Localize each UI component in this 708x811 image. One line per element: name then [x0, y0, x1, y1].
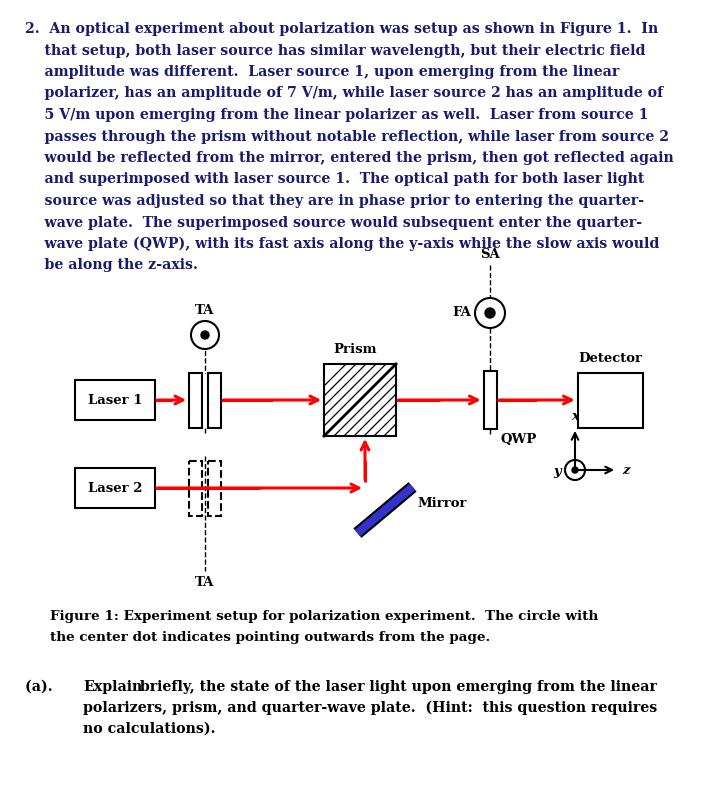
Text: polarizers, prism, and quarter-wave plate.  (Hint:  this question requires: polarizers, prism, and quarter-wave plat… — [83, 701, 657, 715]
Circle shape — [201, 331, 209, 339]
Bar — [324, 364, 396, 436]
Text: (a).: (a). — [25, 680, 67, 694]
Text: Prism: Prism — [333, 343, 377, 356]
Text: SA: SA — [480, 248, 500, 261]
Text: Mirror: Mirror — [418, 497, 467, 510]
Circle shape — [475, 298, 505, 328]
Bar — [75, 380, 155, 420]
Text: no calculations).: no calculations). — [83, 722, 215, 736]
Text: the center dot indicates pointing outwards from the page.: the center dot indicates pointing outwar… — [50, 631, 490, 644]
Bar — [208, 372, 221, 427]
Text: 2.  An optical experiment about polarization was setup as shown in Figure 1.  In: 2. An optical experiment about polarizat… — [25, 22, 658, 36]
Text: Figure 1: Experiment setup for polarization experiment.  The circle with: Figure 1: Experiment setup for polarizat… — [50, 610, 598, 623]
Bar — [324, 364, 396, 436]
Text: Laser 1: Laser 1 — [88, 393, 142, 406]
Text: wave plate.  The superimposed source would subsequent enter the quarter-: wave plate. The superimposed source woul… — [25, 216, 642, 230]
Circle shape — [485, 308, 495, 318]
Text: and superimposed with laser source 1.  The optical path for both laser light: and superimposed with laser source 1. Th… — [25, 173, 644, 187]
Bar — [208, 461, 221, 516]
Text: QWP: QWP — [501, 433, 537, 446]
Circle shape — [565, 460, 585, 480]
Text: FA: FA — [452, 307, 471, 320]
Bar — [484, 371, 496, 429]
Text: that setup, both laser source has similar wavelength, but their electric field: that setup, both laser source has simila… — [25, 44, 646, 58]
Text: polarizer, has an amplitude of 7 V/m, while laser source 2 has an amplitude of: polarizer, has an amplitude of 7 V/m, wh… — [25, 87, 663, 101]
Text: x: x — [571, 410, 579, 423]
Text: briefly, the state of the laser light upon emerging from the linear: briefly, the state of the laser light up… — [135, 680, 657, 694]
Text: 5 V/m upon emerging from the linear polarizer as well.  Laser from source 1: 5 V/m upon emerging from the linear pola… — [25, 108, 649, 122]
Bar — [578, 372, 642, 427]
Text: Detector: Detector — [578, 351, 642, 364]
Text: Explain: Explain — [83, 680, 142, 694]
Bar — [75, 468, 155, 508]
Text: TA: TA — [195, 304, 215, 317]
Text: y: y — [553, 465, 561, 478]
Bar — [189, 372, 202, 427]
Bar — [189, 461, 202, 516]
Text: TA: TA — [195, 576, 215, 589]
Text: be along the z-axis.: be along the z-axis. — [25, 259, 198, 272]
Text: z: z — [622, 464, 629, 477]
Text: wave plate (QWP), with its fast axis along the y-axis while the slow axis would: wave plate (QWP), with its fast axis alo… — [25, 237, 659, 251]
Text: passes through the prism without notable reflection, while laser from source 2: passes through the prism without notable… — [25, 130, 669, 144]
Circle shape — [572, 467, 578, 473]
Text: would be reflected from the mirror, entered the prism, then got reflected again: would be reflected from the mirror, ente… — [25, 151, 674, 165]
Text: amplitude was different.  Laser source 1, upon emerging from the linear: amplitude was different. Laser source 1,… — [25, 65, 620, 79]
Circle shape — [191, 321, 219, 349]
Text: source was adjusted so that they are in phase prior to entering the quarter-: source was adjusted so that they are in … — [25, 194, 644, 208]
Text: Laser 2: Laser 2 — [88, 482, 142, 495]
